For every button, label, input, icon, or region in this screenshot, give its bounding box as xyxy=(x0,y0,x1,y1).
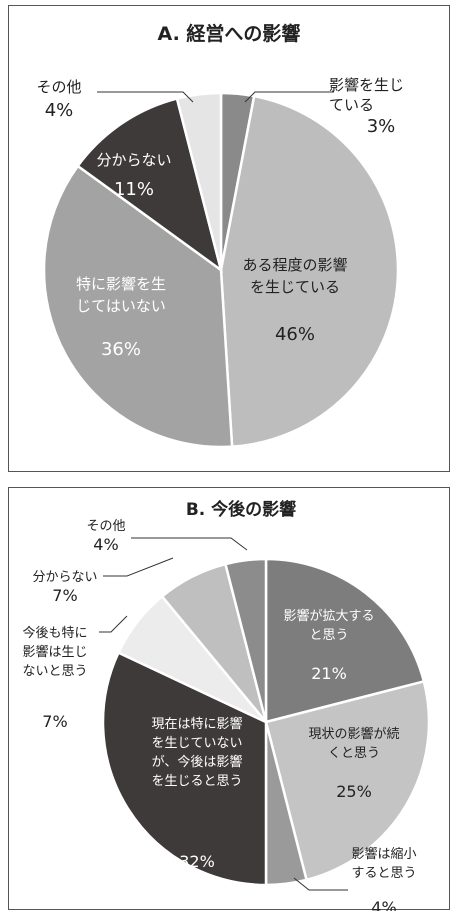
slice-label: ている xyxy=(329,96,374,114)
slice-label: が、今後は影響 xyxy=(152,754,243,770)
pie-slice-7 xyxy=(223,557,268,723)
slice-label: 現在は特に影響 xyxy=(151,716,242,732)
leader-line xyxy=(103,557,174,577)
slice-label: くと思う xyxy=(328,746,380,761)
slice-value: 4% xyxy=(371,898,396,911)
slice-value: 36% xyxy=(101,339,141,360)
slice-value: 46% xyxy=(275,324,315,345)
slice-value: 32% xyxy=(179,852,215,871)
slice-value: 4% xyxy=(45,100,74,121)
slice-label: 特に影響を生 xyxy=(76,275,166,293)
pie-slice-4 xyxy=(101,650,268,887)
chart-title: B. 今後の影響 xyxy=(186,499,296,520)
slice-label: ある程度の影響 xyxy=(242,256,347,274)
slice-label: を生じている xyxy=(250,278,340,296)
leader-line xyxy=(131,537,248,551)
leader-line xyxy=(244,91,334,103)
slice-value: 21% xyxy=(311,664,347,683)
slice-label: を生じると思う xyxy=(151,774,242,789)
slice-label: と思う xyxy=(309,628,348,643)
pie-slice-5 xyxy=(175,91,223,271)
slice-value: 3% xyxy=(367,116,396,137)
slice-label: 今後も特に xyxy=(22,625,87,641)
chart-b-panel: B. 今後の影響影響が拡大する と思う 21% 現状の影響が続 くと思う 25% 影響は縮小… xyxy=(8,487,450,911)
pie-slice-3 xyxy=(42,164,234,449)
slice-value: 25% xyxy=(336,782,372,801)
pie-slice-2 xyxy=(264,679,431,882)
leader-line xyxy=(97,91,194,103)
leader-line xyxy=(99,615,128,633)
pie-slice-2 xyxy=(219,94,400,448)
slice-label: を生じていない xyxy=(151,736,242,751)
slice-value: 11% xyxy=(114,179,154,200)
slice-label: その他 xyxy=(36,78,81,96)
slice-label: 分からない xyxy=(32,570,97,585)
chart-title: A. 経営への影響 xyxy=(158,22,301,45)
pie-slices xyxy=(42,91,400,449)
slice-label: 影響は生じ xyxy=(22,644,87,660)
pie-slice-1 xyxy=(264,557,426,724)
slice-label: 影響は縮小 xyxy=(351,846,416,862)
chart-a-panel: A. 経営への影響影響を生じている 3% ある程度の影響 を生じている 46% 特に影響を… xyxy=(8,5,450,472)
pie-slices xyxy=(101,557,431,887)
slice-label: すると思う xyxy=(351,866,416,881)
slice-label: じてはいない xyxy=(76,297,166,315)
slice-label: 影響を生じ xyxy=(329,76,404,94)
leader-line xyxy=(293,877,348,891)
slice-label: ないと思う xyxy=(22,664,87,679)
slice-label: 影響が拡大する xyxy=(283,608,374,624)
slice-value: 7% xyxy=(52,586,77,605)
slice-label: その他 xyxy=(86,519,125,534)
pie-slice-4 xyxy=(76,97,224,274)
slice-label: 現状の影響が続 xyxy=(308,726,399,742)
slice-value: 4% xyxy=(93,535,118,554)
slice-value: 7% xyxy=(42,712,67,731)
slice-label: 分からない xyxy=(96,151,171,169)
